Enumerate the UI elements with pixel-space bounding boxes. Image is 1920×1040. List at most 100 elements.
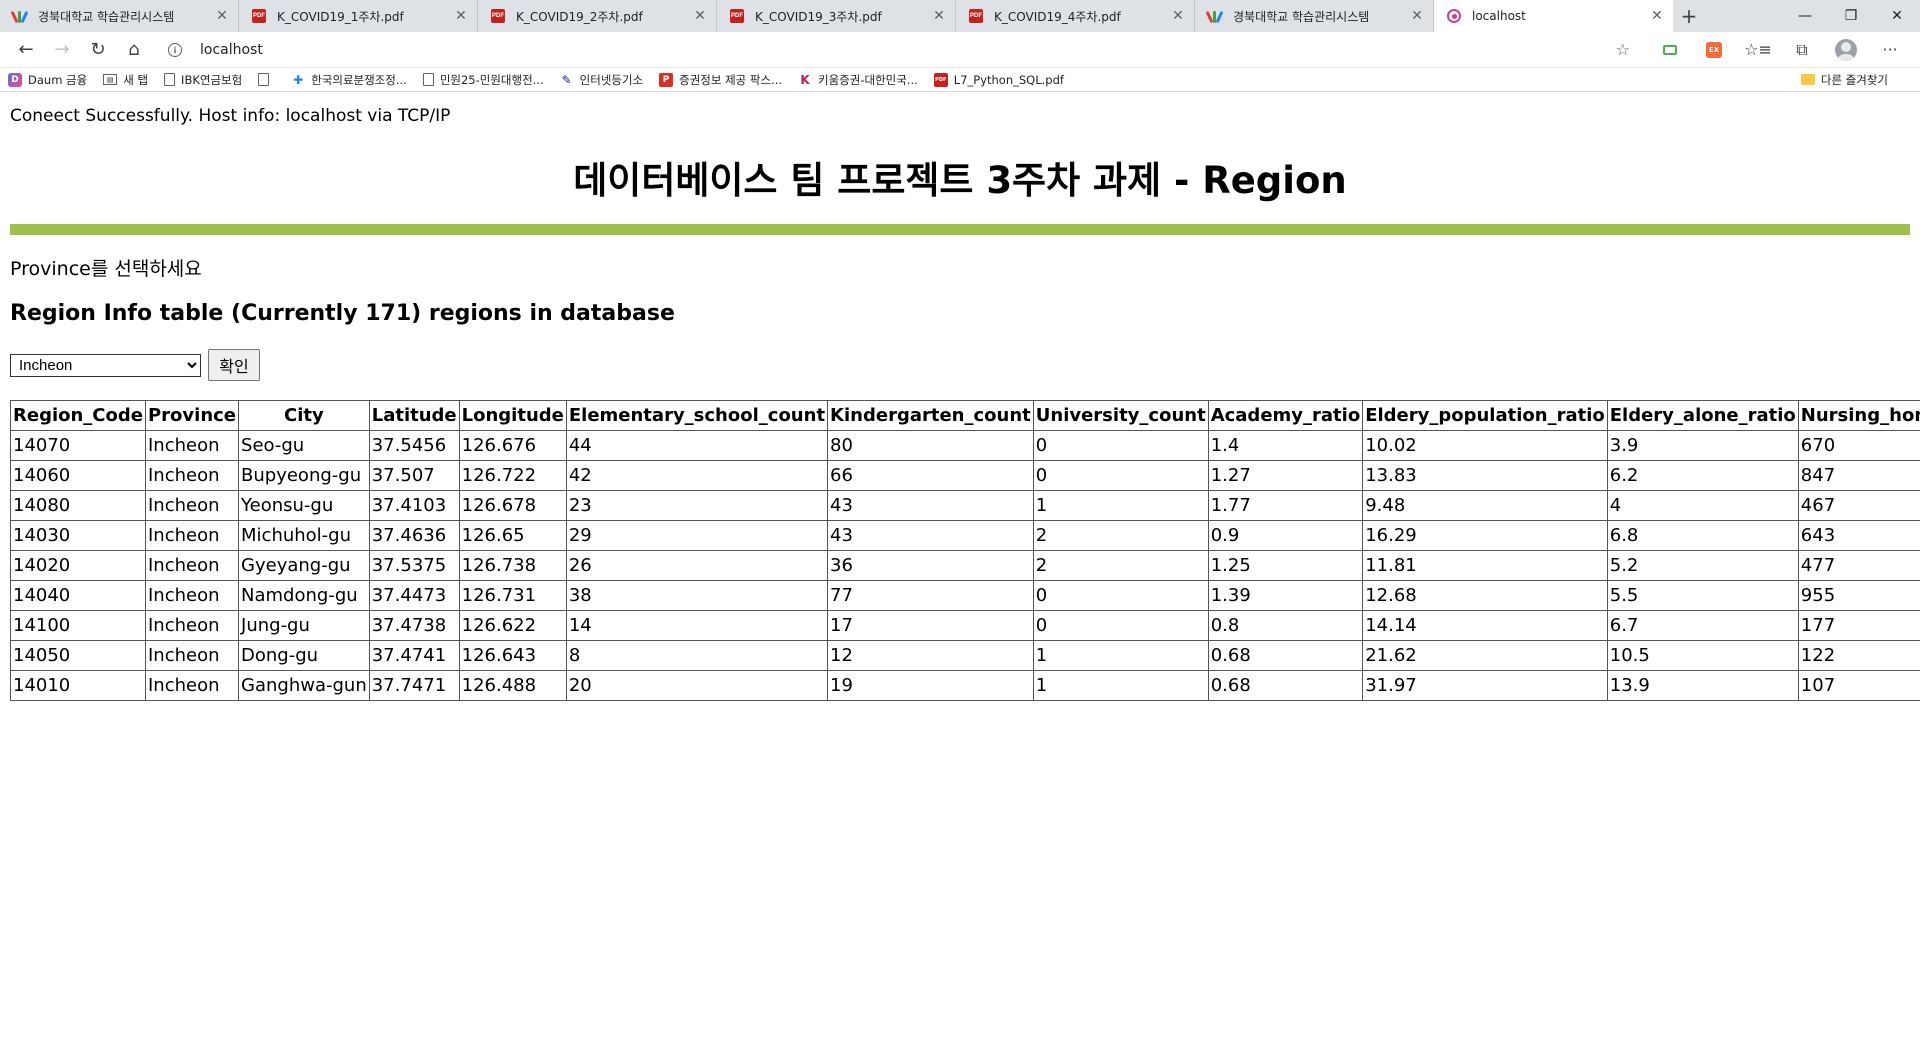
- table-cell: 0.9: [1207, 520, 1364, 551]
- table-cell: 10.02: [1362, 430, 1608, 461]
- table-cell: 6.8: [1606, 520, 1799, 551]
- extension-icon[interactable]: [1648, 34, 1692, 66]
- tab-title: 경북대학교 학습관리시스템: [1233, 9, 1370, 24]
- bookmark-daum[interactable]: D Daum 금융: [8, 72, 87, 88]
- table-cell: 0: [1032, 460, 1209, 491]
- column-header: Eldery_alone_ratio: [1606, 400, 1799, 431]
- table-cell: 38: [565, 580, 829, 611]
- table-cell: 13.9: [1606, 670, 1799, 701]
- bookmark-label: 민원25-민원대행전...: [439, 72, 544, 87]
- table-row: 14080 Incheon Yeonsu-gu 37.4103 126.678 23 43 1…: [10, 490, 1920, 521]
- table-cell: Incheon: [144, 610, 240, 641]
- info-icon[interactable]: i: [168, 42, 182, 57]
- bookmark-ibk[interactable]: IBK연금보험: [164, 72, 242, 88]
- bookmark-paxnet[interactable]: P 증권정보 제공 팍스...: [659, 72, 782, 88]
- bookmark-minwon[interactable]: 민원25-민원대행전...: [422, 72, 544, 88]
- bookmark-kiwoom[interactable]: K 키움증권-대한민국...: [798, 72, 917, 88]
- table-row: 14050 Incheon Dong-gu 37.4741 126.643 8 12 1 0.6…: [10, 640, 1920, 671]
- province-select[interactable]: Incheon: [10, 353, 201, 377]
- restore-icon[interactable]: ❐: [1844, 8, 1858, 24]
- page-icon: [164, 73, 176, 86]
- tab-lms-1[interactable]: 경북대학교 학습관리시스템 ✕: [0, 0, 239, 32]
- forward-button[interactable]: →: [54, 39, 70, 60]
- table-cell: 1: [1032, 670, 1209, 701]
- pdf-icon: PDF: [490, 8, 506, 24]
- table-cell: Bupyeong-gu: [238, 460, 370, 491]
- bookmark-blank[interactable]: [258, 73, 275, 86]
- favorites-icon[interactable]: ☆≡: [1744, 40, 1772, 59]
- bookmark-newtab[interactable]: ▤ 새 탭: [103, 72, 148, 88]
- column-header: Eldery_population_ratio: [1362, 400, 1608, 431]
- tab-lms-2[interactable]: 경북대학교 학습관리시스템 ✕: [1195, 0, 1434, 32]
- table-cell: 14060: [10, 460, 146, 491]
- new-tab-button[interactable]: +: [1680, 4, 1698, 28]
- profile-avatar[interactable]: [1824, 34, 1868, 66]
- table-row: 14100 Incheon Jung-gu 37.4738 126.622 14 17 0 0.…: [10, 610, 1920, 641]
- bookmark-pdf[interactable]: PDF L7_Python_SQL.pdf: [933, 72, 1064, 87]
- table-row: 14010 Incheon Ganghwa-gun 37.7471 126.488 20 1…: [10, 670, 1920, 701]
- table-cell: 8: [565, 640, 829, 671]
- tab-pdf-4[interactable]: PDF K_COVID19_4주차.pdf ✕: [956, 0, 1195, 32]
- close-icon[interactable]: ✕: [455, 8, 467, 24]
- column-header: Nursing_home_count: [1797, 400, 1920, 431]
- table-row: 14060 Incheon Bupyeong-gu 37.507 126.722 42 66…: [10, 460, 1920, 491]
- column-header: Longitude: [458, 400, 567, 431]
- back-button[interactable]: ←: [18, 39, 34, 60]
- favorite-star-icon[interactable]: ☆: [1615, 40, 1630, 59]
- table-cell: 4: [1606, 490, 1799, 521]
- tab-pdf-3[interactable]: PDF K_COVID19_3주차.pdf ✕: [717, 0, 956, 32]
- close-icon[interactable]: ✕: [694, 8, 706, 24]
- table-cell: 14030: [10, 520, 146, 551]
- address-bar[interactable]: i localhost ☆: [158, 35, 1640, 65]
- close-icon[interactable]: ✕: [1651, 8, 1663, 24]
- refresh-button[interactable]: ↻: [90, 39, 106, 60]
- pdf-icon: PDF: [968, 8, 984, 24]
- table-cell: 80: [827, 430, 1034, 461]
- bookmark-internet[interactable]: ✎ 인터넷등기소: [560, 72, 644, 88]
- tab-localhost[interactable]: localhost ✕: [1434, 0, 1673, 32]
- table-cell: 37.5375: [368, 550, 460, 581]
- confirm-button[interactable]: 확인: [208, 349, 260, 381]
- table-body: 14070 Incheon Seo-gu 37.5456 126.676 44 80 0 1.4…: [10, 430, 1920, 701]
- table-cell: 126.722: [458, 460, 567, 491]
- collections-icon[interactable]: ⧉: [1796, 39, 1808, 59]
- column-header: University_count: [1032, 400, 1209, 431]
- table-cell: 14040: [10, 580, 146, 611]
- table-cell: 3.9: [1606, 430, 1799, 461]
- column-header: Province: [144, 400, 240, 431]
- table-cell: 14100: [10, 610, 146, 641]
- table-cell: 126.488: [458, 670, 567, 701]
- home-button[interactable]: ⌂: [128, 39, 140, 60]
- column-header: Elementary_school_count: [565, 400, 829, 431]
- table-cell: Yeonsu-gu: [238, 490, 370, 521]
- close-icon[interactable]: ✕: [933, 8, 945, 24]
- extension-red-icon[interactable]: EX: [1692, 34, 1736, 66]
- bookmark-hanguk[interactable]: ✚ 한국의료분쟁조정...: [291, 72, 407, 88]
- address-url[interactable]: localhost: [200, 41, 263, 58]
- close-icon[interactable]: ✕: [1411, 8, 1423, 24]
- tab-title: K_COVID19_2주차.pdf: [516, 9, 643, 24]
- table-cell: 5.2: [1606, 550, 1799, 581]
- tab-pdf-2[interactable]: PDF K_COVID19_2주차.pdf ✕: [478, 0, 717, 32]
- close-icon[interactable]: ✕: [216, 8, 228, 24]
- table-cell: 37.7471: [368, 670, 460, 701]
- table-cell: 37.4738: [368, 610, 460, 641]
- folder-icon: [1800, 74, 1815, 85]
- table-cell: 26: [565, 550, 829, 581]
- p-icon: P: [659, 72, 674, 87]
- minimize-icon[interactable]: —: [1798, 8, 1812, 24]
- table-cell: 36: [827, 550, 1034, 581]
- table-cell: Seo-gu: [238, 430, 370, 461]
- table-cell: Incheon: [144, 640, 240, 671]
- close-window-icon[interactable]: ✕: [1891, 8, 1903, 24]
- bookmark-label: L7_Python_SQL.pdf: [953, 72, 1064, 87]
- close-icon[interactable]: ✕: [1172, 8, 1184, 24]
- other-bookmarks-folder[interactable]: 다른 즐겨찾기: [1800, 72, 1888, 88]
- table-cell: 37.4636: [368, 520, 460, 551]
- news-icon: ▤: [103, 74, 118, 85]
- table-cell: 1.27: [1207, 460, 1364, 491]
- more-menu-icon[interactable]: ···: [1882, 40, 1898, 59]
- tab-pdf-1[interactable]: PDF K_COVID19_1주차.pdf ✕: [239, 0, 478, 32]
- table-cell: 0: [1032, 580, 1209, 611]
- table-cell: Incheon: [144, 550, 240, 581]
